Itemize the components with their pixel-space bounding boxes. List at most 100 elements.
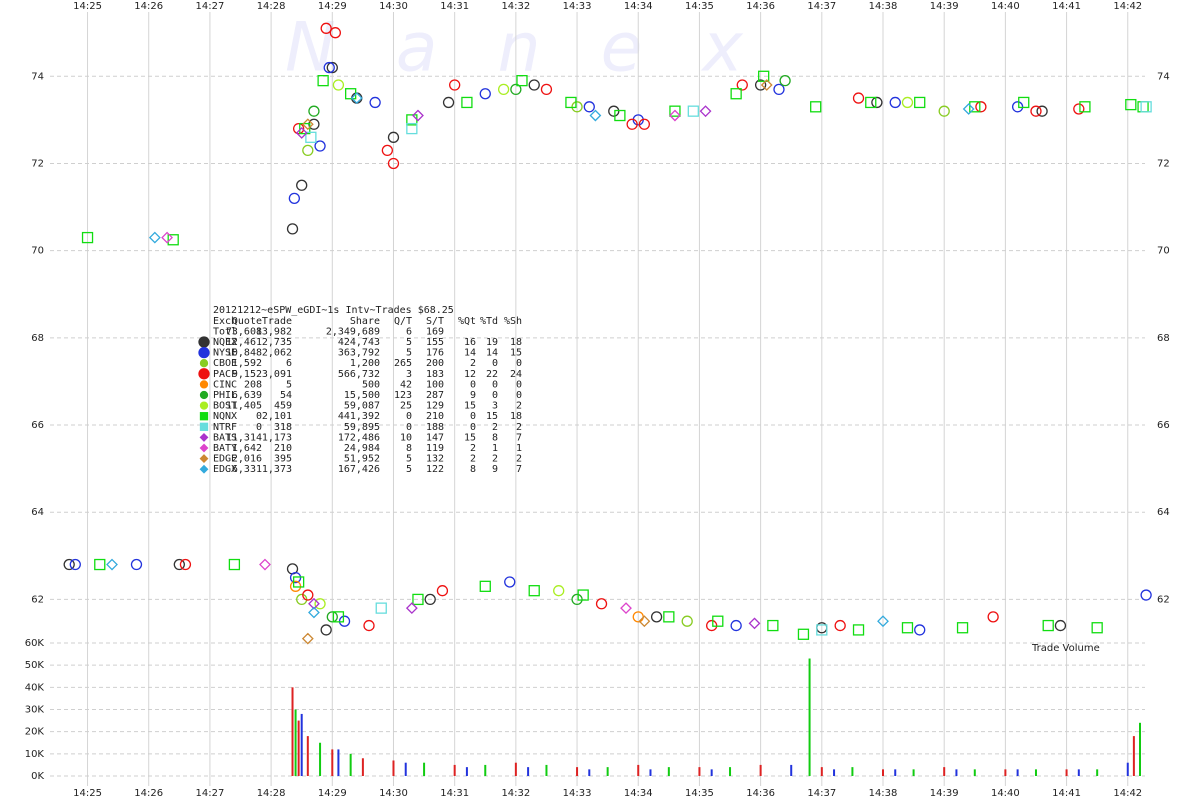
x-tick-label-bottom: 14:28 — [257, 788, 286, 799]
trade-point — [760, 79, 773, 91]
trade-point — [479, 580, 491, 592]
volume-bar — [291, 687, 294, 776]
stats-header: %Td — [480, 316, 498, 327]
trade-point — [504, 576, 516, 588]
stats-cell: 395 — [274, 454, 292, 465]
volume-bar — [1132, 736, 1135, 776]
volume-bar — [808, 658, 811, 776]
stats-cell: 14 — [486, 348, 498, 359]
trade-point — [528, 585, 540, 597]
stats-cell: 287 — [426, 390, 444, 401]
volume-tick-label: 40K — [25, 682, 45, 693]
trade-point — [326, 61, 338, 74]
stats-total: 6 — [406, 327, 412, 338]
trade-point — [638, 118, 651, 130]
stats-cell: 7 — [516, 464, 522, 475]
stats-cell: 9 — [492, 464, 498, 475]
trade-point — [449, 79, 461, 91]
stats-cell: 2 — [492, 454, 498, 465]
volume-bar — [331, 749, 334, 776]
trade-point — [681, 615, 693, 627]
legend-name: BATY — [213, 443, 237, 454]
stats-header: Q/T — [394, 316, 412, 327]
trade-point — [179, 558, 192, 571]
trade-point — [730, 88, 742, 100]
trade-point — [956, 622, 969, 634]
legend-marker — [198, 346, 210, 359]
stats-cell: 5 — [406, 337, 412, 348]
stats-cell: 167,426 — [338, 464, 380, 475]
trade-point — [650, 611, 663, 623]
trade-point — [914, 624, 926, 636]
trade-point — [228, 558, 241, 571]
volume-bar — [404, 762, 407, 776]
volume-bar — [484, 764, 487, 776]
trade-point — [1079, 101, 1091, 113]
volume-bar — [729, 767, 732, 776]
y-tick-label-left: 72 — [31, 158, 44, 169]
trade-point — [901, 96, 914, 109]
trade-point — [130, 558, 143, 571]
stats-cell: 5 — [406, 464, 412, 475]
trade-point — [323, 61, 335, 74]
stats-cell: 459 — [274, 401, 292, 412]
trade-point — [852, 92, 865, 104]
stats-cell: 119 — [426, 443, 444, 454]
trade-point — [1018, 96, 1030, 109]
stats-cell: 2 — [492, 422, 498, 433]
stats-cell: 24 — [510, 369, 522, 380]
trade-point — [296, 179, 308, 191]
volume-bar — [465, 767, 468, 776]
volume-bar — [955, 769, 958, 776]
stats-cell: 11,405 — [226, 401, 262, 412]
stats-header: Exch — [213, 316, 237, 327]
trade-point — [614, 109, 626, 122]
stats-cell: 0 — [406, 411, 412, 422]
trade-point — [436, 585, 449, 597]
trade-point — [301, 118, 314, 131]
trade-point — [730, 619, 742, 632]
trade-point — [1140, 589, 1152, 601]
stats-cell: 2 — [516, 454, 522, 465]
volume-bar — [1126, 762, 1129, 776]
trade-point — [565, 96, 577, 109]
x-tick-label-bottom: 14:35 — [685, 788, 714, 799]
trade-point — [1036, 105, 1048, 117]
stats-cell: 16 — [464, 337, 476, 348]
volume-bar — [649, 769, 652, 776]
volume-tick-label: 50K — [25, 660, 45, 671]
stats-cell: 15,500 — [344, 390, 380, 401]
stats-cell: 59,087 — [344, 401, 380, 412]
stats-title: 20121212~eSPW_eGDI~1s Intv~Trades $68.25 — [213, 305, 454, 316]
x-tick-label-bottom: 14:42 — [1113, 788, 1142, 799]
stats-cell: 147 — [426, 432, 444, 443]
stats-cell: 15 — [464, 401, 476, 412]
volume-bar — [1139, 722, 1141, 776]
stats-cell: 1,173 — [262, 432, 292, 443]
stats-cell: 6,331 — [232, 464, 262, 475]
stats-cell: 122 — [426, 464, 444, 475]
stats-cell: 2 — [516, 401, 522, 412]
y-tick-label-right: 72 — [1157, 158, 1170, 169]
trade-point — [161, 231, 174, 244]
trade-point — [375, 602, 387, 614]
volume-bar — [912, 769, 915, 776]
trade-point — [381, 144, 394, 157]
y-tick-label-right: 66 — [1157, 420, 1170, 431]
legend-marker — [199, 464, 209, 474]
legend-name: BATS — [213, 432, 237, 443]
trade-point — [528, 79, 540, 91]
legend-name: EDGE — [213, 454, 237, 465]
x-tick-label-top: 14:39 — [930, 1, 959, 12]
x-tick-label-top: 14:42 — [1113, 1, 1142, 12]
trade-point — [1125, 98, 1137, 111]
stats-cell: 12 — [464, 369, 476, 380]
trade-point — [332, 79, 345, 91]
trade-point — [299, 122, 311, 135]
trade-point — [1137, 101, 1149, 113]
trade-point — [461, 96, 473, 109]
trade-point — [292, 576, 305, 588]
trade-point — [810, 101, 822, 113]
volume-bar — [1077, 769, 1080, 776]
trade-point — [326, 611, 338, 623]
